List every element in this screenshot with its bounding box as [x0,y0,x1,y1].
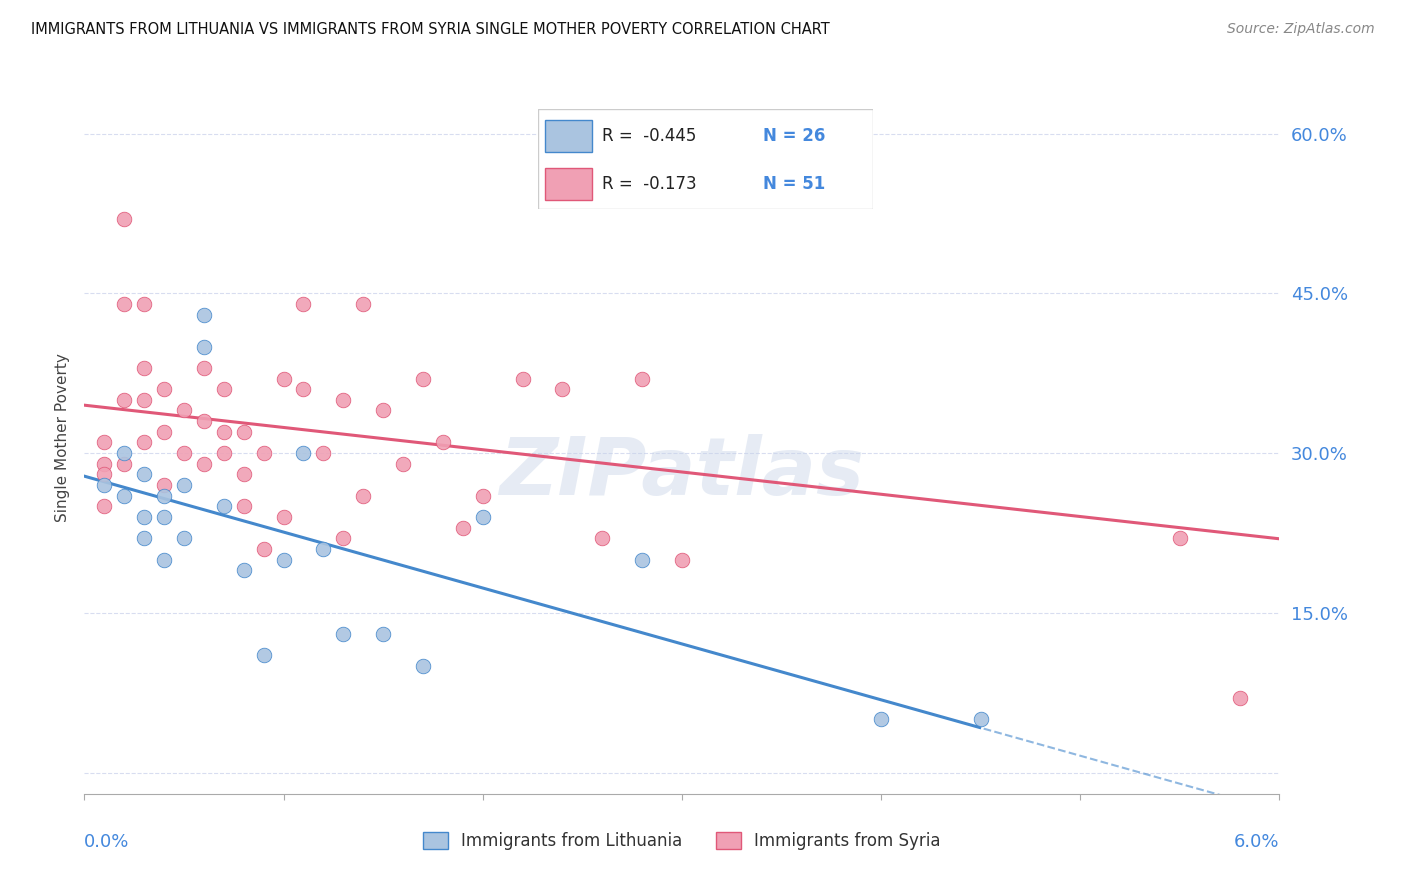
Point [631,371,654,385]
Point [153,552,176,566]
Point [173,446,195,460]
Point [212,500,235,514]
Point [352,489,374,503]
Point [1168,531,1191,545]
Point [591,531,613,545]
Point [292,382,315,396]
Legend: Immigrants from Lithuania, Immigrants from Syria: Immigrants from Lithuania, Immigrants fr… [416,825,948,857]
Point [352,297,374,311]
Text: IMMIGRANTS FROM LITHUANIA VS IMMIGRANTS FROM SYRIA SINGLE MOTHER POVERTY CORRELA: IMMIGRANTS FROM LITHUANIA VS IMMIGRANTS … [31,22,830,37]
Point [312,446,335,460]
Point [93,467,115,482]
Point [193,414,215,428]
Text: 6.0%: 6.0% [1234,833,1279,851]
Point [412,659,434,673]
Point [173,403,195,417]
Point [112,489,135,503]
Point [93,500,115,514]
Point [373,403,395,417]
Point [132,392,156,407]
Point [132,360,156,375]
Point [112,392,135,407]
Point [173,531,195,545]
Point [212,382,235,396]
Point [212,446,235,460]
Point [132,531,156,545]
Point [392,457,415,471]
Point [232,467,254,482]
Point [631,552,654,566]
Point [432,435,454,450]
Point [471,510,494,524]
Point [273,552,295,566]
Point [93,457,115,471]
Point [193,360,215,375]
Text: Source: ZipAtlas.com: Source: ZipAtlas.com [1227,22,1375,37]
Point [332,627,354,641]
Point [112,446,135,460]
Point [373,627,395,641]
Point [153,510,176,524]
Point [471,489,494,503]
Y-axis label: Single Mother Poverty: Single Mother Poverty [55,352,70,522]
Point [512,371,534,385]
Point [193,308,215,322]
Point [212,425,235,439]
Point [253,446,276,460]
Point [193,340,215,354]
Point [132,297,156,311]
Point [551,382,574,396]
Point [193,457,215,471]
Point [312,541,335,556]
Point [232,500,254,514]
Point [93,435,115,450]
Point [153,382,176,396]
Point [112,457,135,471]
Point [132,435,156,450]
Point [173,478,195,492]
Point [870,712,893,726]
Point [232,425,254,439]
Point [770,159,793,173]
Point [273,371,295,385]
Point [1229,691,1251,706]
Point [112,211,135,226]
Text: 0.0%: 0.0% [84,833,129,851]
Point [132,467,156,482]
Point [93,478,115,492]
Point [970,712,993,726]
Point [332,531,354,545]
Point [153,489,176,503]
Point [671,552,693,566]
Point [153,425,176,439]
Text: ZIPatlas: ZIPatlas [499,434,865,512]
Point [412,371,434,385]
Point [292,446,315,460]
Point [112,297,135,311]
Point [451,520,474,534]
Point [253,648,276,663]
Point [232,563,254,577]
Point [292,297,315,311]
Point [253,541,276,556]
Point [332,392,354,407]
Point [132,510,156,524]
Point [273,510,295,524]
Point [153,478,176,492]
